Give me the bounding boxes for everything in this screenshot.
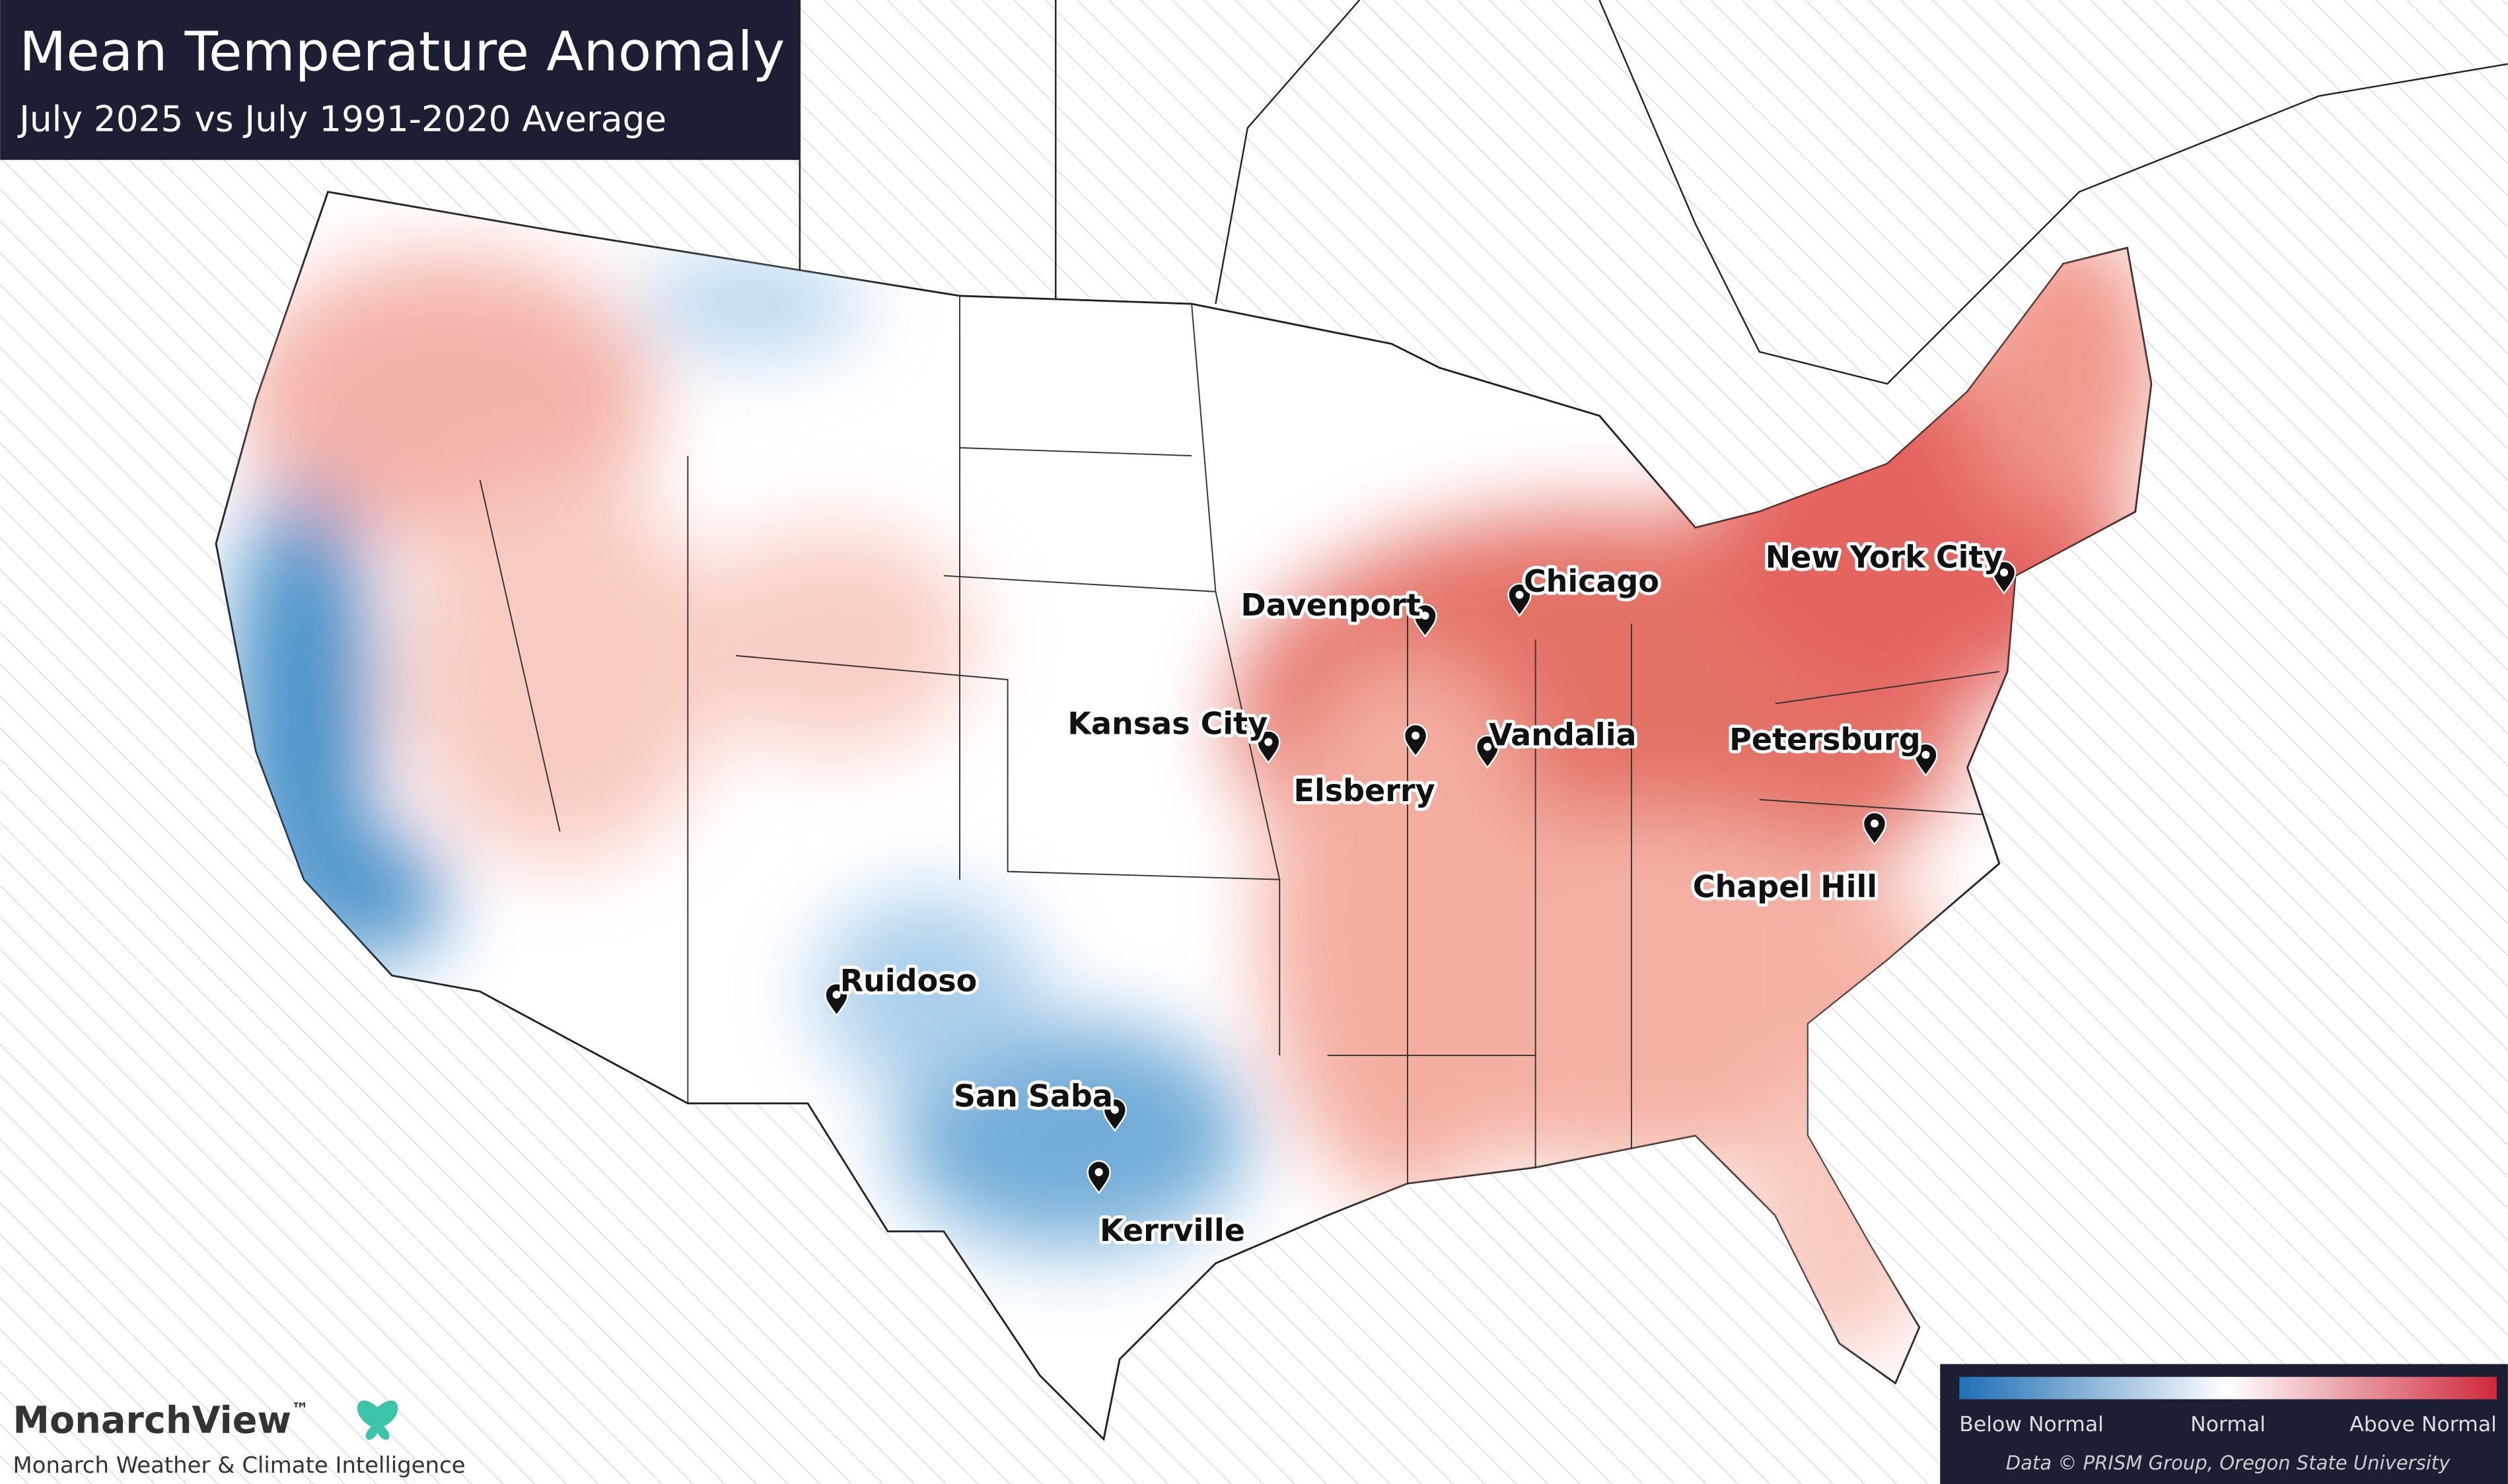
state-lines	[479, 295, 1999, 1184]
city-pin	[1413, 604, 1437, 638]
city-label: Kerrville	[1100, 1213, 1245, 1248]
city-pin-dot	[1870, 819, 1879, 828]
city-label: Vandalia	[1489, 717, 1636, 752]
city-pin	[1403, 723, 1428, 758]
city-pin-dot	[1421, 612, 1429, 620]
city-label: Elsberry	[1294, 773, 1435, 808]
city-pin-dot	[832, 991, 841, 999]
city-pin	[1914, 742, 1938, 777]
city-pin-dot	[1921, 750, 1930, 759]
city-pin-dot	[1483, 742, 1492, 751]
city-label: Chicago	[1524, 563, 1659, 599]
city-pin	[1862, 811, 1887, 846]
city-label: Chapel Hill	[1693, 868, 1877, 904]
city-label: Petersburg	[1729, 722, 1920, 758]
title: Mean Temperature Anomaly	[19, 21, 785, 84]
legend-low: Below Normal	[1959, 1413, 2104, 1436]
subtitle: July 2025 vs July 1991-2020 Average	[17, 99, 666, 140]
city-pin	[824, 982, 849, 1017]
legend-scale	[1959, 1376, 2497, 1399]
title-box	[0, 0, 800, 160]
legend-high: Above Normal	[2349, 1413, 2497, 1436]
city-pin	[1475, 734, 1500, 769]
cities: Chicago Davenport New York City Kansas City…	[824, 536, 2017, 1252]
canada-border	[799, 0, 2508, 385]
city-pin	[1256, 730, 1281, 764]
brand-logo	[357, 1400, 398, 1440]
city-label: San Saba	[954, 1078, 1113, 1114]
city-pin-dot	[1094, 1168, 1103, 1176]
brand-tagline: Monarch Weather & Climate Intelligence	[13, 1452, 466, 1478]
city-label: Ruidoso	[840, 963, 977, 999]
brand-name: MonarchView™	[13, 1399, 309, 1442]
city-pin-dot	[1110, 1106, 1119, 1114]
city-label: Davenport	[1241, 587, 1421, 623]
city-pin	[1087, 1160, 1111, 1195]
city-pin	[1102, 1098, 1128, 1132]
credit: Data © PRISM Group, Oregon State Univers…	[2006, 1452, 2451, 1474]
brand-mark: ™	[291, 1399, 309, 1420]
city-pin	[1991, 560, 2017, 595]
city-pin	[1507, 583, 1532, 618]
city-pin-dot	[1264, 738, 1273, 746]
city-pin-dot	[2000, 568, 2009, 577]
city-label: New York City	[1766, 540, 2003, 575]
brand-name-text: MonarchView	[13, 1399, 291, 1442]
legend-mid: Normal	[2190, 1413, 2266, 1436]
city-pin-dot	[1515, 590, 1524, 599]
city-pin-dot	[1412, 731, 1420, 740]
city-label: Kansas City	[1067, 705, 1268, 741]
